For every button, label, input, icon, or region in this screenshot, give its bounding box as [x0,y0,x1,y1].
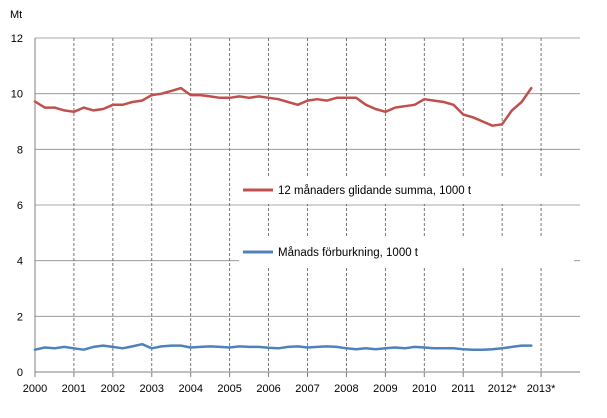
x-tick-label-2013*: 2013* [527,383,556,395]
y-tick-label-4: 4 [17,256,23,268]
series-lines [33,86,533,351]
vertical-gridlines [73,38,542,372]
y-tick-label-0: 0 [17,367,23,379]
x-tick-label-2001: 2001 [62,383,86,395]
x-tick-label-2009: 2009 [373,383,397,395]
axes [34,38,580,377]
x-tick-label-2011: 2011 [451,383,475,395]
x-tick-label-2005: 2005 [217,383,241,395]
x-tick-label-2002: 2002 [101,383,125,395]
x-tick-label-2003: 2003 [140,383,164,395]
x-tick-label-2004: 2004 [178,383,202,395]
x-tick-labels: 2000 2001 2002 2003 2004 2005 2006 2007 2008 2009… [23,383,556,395]
y-tick-labels: 0 2 4 6 8 10 12 [11,33,23,379]
x-tick-label-2008: 2008 [334,383,358,395]
y-tick-label-6: 6 [17,200,23,212]
legend-label-2: Månads förburkning, 1000 t [278,247,419,259]
y-tick-label-8: 8 [17,144,23,156]
y-tick-label-2: 2 [17,311,23,323]
legend-label-1: 12 månaders glidande summa, 1000 t [278,185,472,197]
y-tick-label-12: 12 [11,33,23,45]
y-tick-label-10: 10 [11,89,23,101]
series-line-2 [33,342,533,351]
x-tick-label-2010: 2010 [412,383,436,395]
series-line-1 [33,86,533,127]
legend: 12 månaders glidande summa, 1000 t Månads… [239,176,574,266]
y-axis-unit-label: Mt [10,9,22,21]
legend-bg-2 [239,238,574,266]
legend-bg-1 [239,176,574,204]
x-tick-label-2006: 2006 [256,383,280,395]
x-tick-label-2007: 2007 [295,383,319,395]
x-tick-label-2000: 2000 [23,383,47,395]
x-tick-label-2012*: 2012* [488,383,517,395]
